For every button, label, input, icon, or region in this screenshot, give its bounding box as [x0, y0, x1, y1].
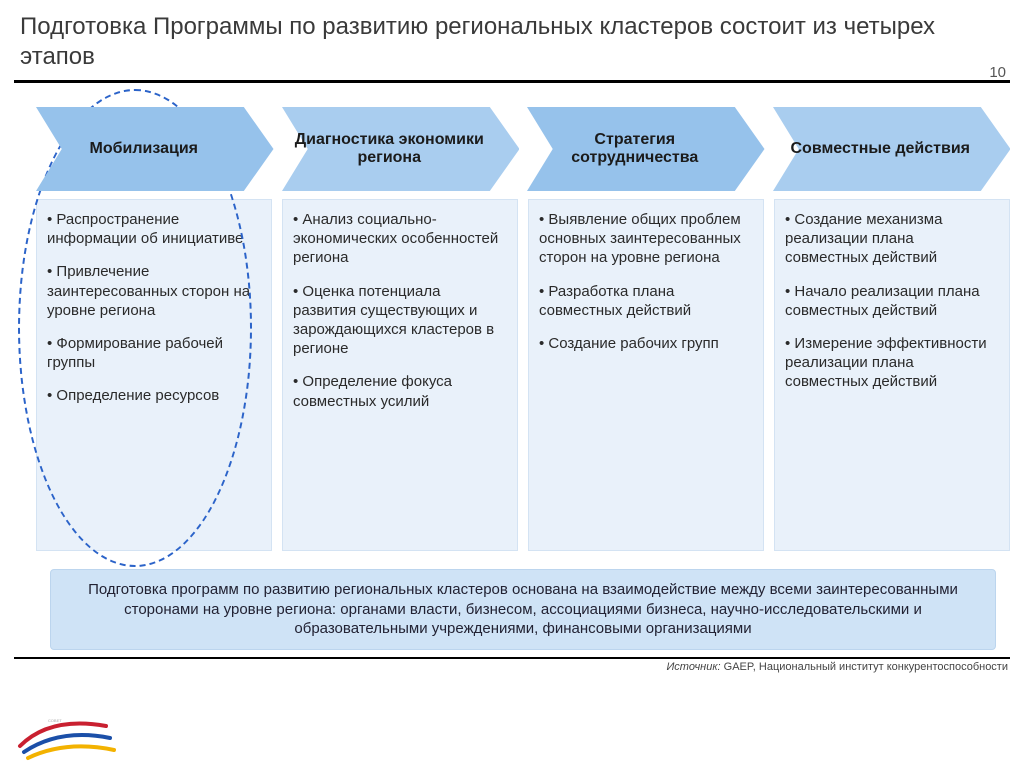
logo: СОВЕТ [10, 710, 130, 764]
stage-bullet: Формирование рабочей группы [47, 334, 261, 372]
summary-box: Подготовка программ по развитию регионал… [50, 569, 996, 650]
stage-bullet: Начало реализации плана совместных дейст… [785, 282, 999, 320]
svg-text:СОВЕТ: СОВЕТ [48, 718, 62, 723]
source-line: Источник: GAEP, Национальный институт ко… [0, 659, 1024, 673]
body-columns: Распространение информации об инициативе… [14, 199, 1010, 551]
source-text: GAEP, Национальный институт конкурентосп… [721, 661, 1008, 673]
source-label: Источник: [666, 661, 720, 673]
stage-arrow: Совместные действия [773, 107, 1011, 191]
stage-body: Выявление общих проблем основных заинтер… [528, 199, 764, 551]
stage-body: Создание механизма реализации плана совм… [774, 199, 1010, 551]
page-number: 10 [989, 64, 1006, 81]
stages-container: Мобилизация Диагностика экономики регион… [14, 107, 1010, 647]
stage-bullet: Выявление общих проблем основных заинтер… [539, 210, 753, 268]
stage-bullet: Анализ социально-экономических особеннос… [293, 210, 507, 268]
stage-body: Распространение информации об инициативе… [36, 199, 272, 551]
arrow-row: Мобилизация Диагностика экономики регион… [14, 107, 1010, 191]
stage-label: Диагностика экономики региона [282, 107, 498, 191]
stage-bullet: Создание механизма реализации плана совм… [785, 210, 999, 268]
stage-bullet: Создание рабочих групп [539, 334, 753, 353]
stage-bullet: Распространение информации об инициативе [47, 210, 261, 248]
stage-arrow: Стратегия сотрудничества [527, 107, 765, 191]
stage-bullet: Привлечение заинтересованных сторон на у… [47, 262, 261, 320]
stage-arrow: Мобилизация [36, 107, 274, 191]
stage-bullet: Определение ресурсов [47, 386, 261, 405]
slide-title: Подготовка Программы по развитию региона… [0, 0, 1024, 78]
stage-bullet: Измерение эффективности реализации плана… [785, 334, 999, 392]
title-divider [14, 80, 1010, 83]
stage-bullet: Разработка плана совместных действий [539, 282, 753, 320]
stage-label: Мобилизация [36, 107, 252, 191]
stage-label: Совместные действия [773, 107, 989, 191]
stage-arrow: Диагностика экономики региона [282, 107, 520, 191]
stage-bullet: Оценка потенциала развития существующих … [293, 282, 507, 359]
stage-label: Стратегия сотрудничества [527, 107, 743, 191]
stage-body: Анализ социально-экономических особеннос… [282, 199, 518, 551]
stage-bullet: Определение фокуса совместных усилий [293, 372, 507, 410]
